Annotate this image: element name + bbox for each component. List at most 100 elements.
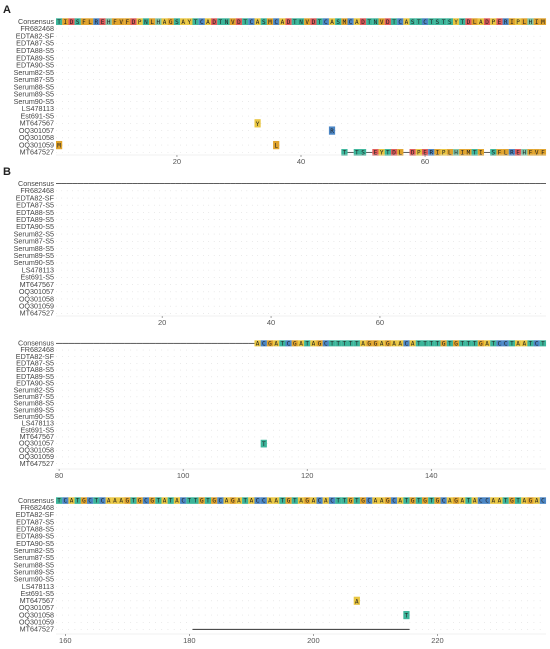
consensus-residue: A [448,498,452,505]
consensus-residue: I [535,19,539,26]
consensus-cell [304,18,311,25]
consensus-cell [347,497,354,504]
consensus-cell [421,497,429,504]
tick-label: 100 [177,471,190,480]
consensus-residue: T [504,498,508,505]
row-label: Serum90-S5 [14,575,54,584]
consensus-residue: N [299,19,303,26]
consensus-cell [235,497,243,504]
consensus-cell [328,340,336,347]
row-label: Est691-S5 [20,425,54,434]
consensus-residue: A [281,19,285,26]
consensus-cell [421,340,429,347]
consensus-cell [310,18,317,25]
consensus-cell [514,340,522,347]
consensus-residue: A [374,498,378,505]
consensus-cell [93,497,100,504]
consensus-cell [297,497,305,504]
row-sequence-cell [440,149,447,156]
row-sequence-residue: P [417,150,421,157]
consensus-cell [502,340,509,347]
variant-cell [353,596,360,605]
consensus-cell [328,497,336,504]
consensus-cell [397,497,404,504]
consensus-residue: N [144,19,148,26]
consensus-cell [390,497,398,504]
tick-label: 20 [173,157,181,166]
row-sequence-residue: E [423,150,427,157]
consensus-residue: D [70,19,74,26]
row-sequence-residue: I [479,150,483,157]
consensus-cell [452,340,460,347]
consensus-cell [285,18,292,25]
consensus-residue: S [262,19,266,26]
row-label: OQ301059 [19,618,54,627]
consensus-cell [310,340,317,347]
row-sequence-residue: T [343,150,347,157]
consensus-residue: C [485,498,489,505]
tick-label: 40 [267,318,275,327]
consensus-cell [124,18,131,25]
consensus-residue: F [113,19,117,26]
row-sequence-residue: I [436,150,440,157]
consensus-cell [508,340,516,347]
consensus-cell [130,497,137,504]
consensus-cell [297,18,305,25]
consensus-residue: T [243,19,247,26]
row-sequence-cell [527,149,534,156]
row-sequence-residue: D [392,150,396,157]
row-sequence-residue: L [398,150,402,157]
consensus-residue: C [274,19,278,26]
row-label: Serum87-S5 [14,553,54,562]
consensus-residue: T [132,498,136,505]
consensus-residue: C [200,19,204,26]
consensus-residue: T [510,340,514,347]
consensus-residue: T [491,340,495,347]
consensus-residue: A [522,498,526,505]
consensus-cell [409,18,416,25]
consensus-residue: C [330,498,334,505]
row-sequence-cell [471,149,478,156]
consensus-residue: A [268,498,272,505]
consensus-cell [279,497,286,504]
consensus-cell [390,340,398,347]
consensus-residue: T [95,498,99,505]
row-label: OQ301057 [19,603,54,612]
consensus-cell [508,18,516,25]
tick-label: 200 [307,636,320,645]
consensus-residue: G [411,498,415,505]
consensus-cell [316,497,323,504]
consensus-cell [285,340,292,347]
consensus-cell [415,497,422,504]
consensus-residue: G [386,498,390,505]
row-label: Serum90-S5 [14,97,54,106]
row-label: EDTA87-S5 [16,201,54,210]
row-sequence-residue: R [429,150,433,157]
consensus-residue: D [132,19,136,26]
consensus-residue: A [355,19,359,26]
consensus-cell [459,18,466,25]
row-label: MT647567 [20,119,54,128]
consensus-residue: C [392,498,396,505]
consensus-residue: A [498,498,502,505]
consensus-cell [93,18,100,25]
consensus-cell [353,340,360,347]
row-label: EDTA87-S5 [16,517,54,526]
row-label: OQ301057 [19,439,54,448]
consensus-cell [533,497,540,504]
consensus-cell [335,340,342,347]
row-label: Est691-S5 [20,273,54,282]
consensus-residue: T [429,340,433,347]
row-label: Serum88-S5 [14,82,54,91]
consensus-cell [415,340,422,347]
row-sequence-cell [390,149,398,156]
consensus-cell [322,340,329,347]
consensus-cell [99,18,106,25]
row-sequence-cell [446,149,454,156]
consensus-residue: T [429,19,433,26]
consensus-cell [68,497,75,504]
consensus-cell [260,340,267,347]
consensus-cell [136,497,143,504]
row-label: Serum87-S5 [14,392,54,401]
consensus-cell [130,18,137,25]
